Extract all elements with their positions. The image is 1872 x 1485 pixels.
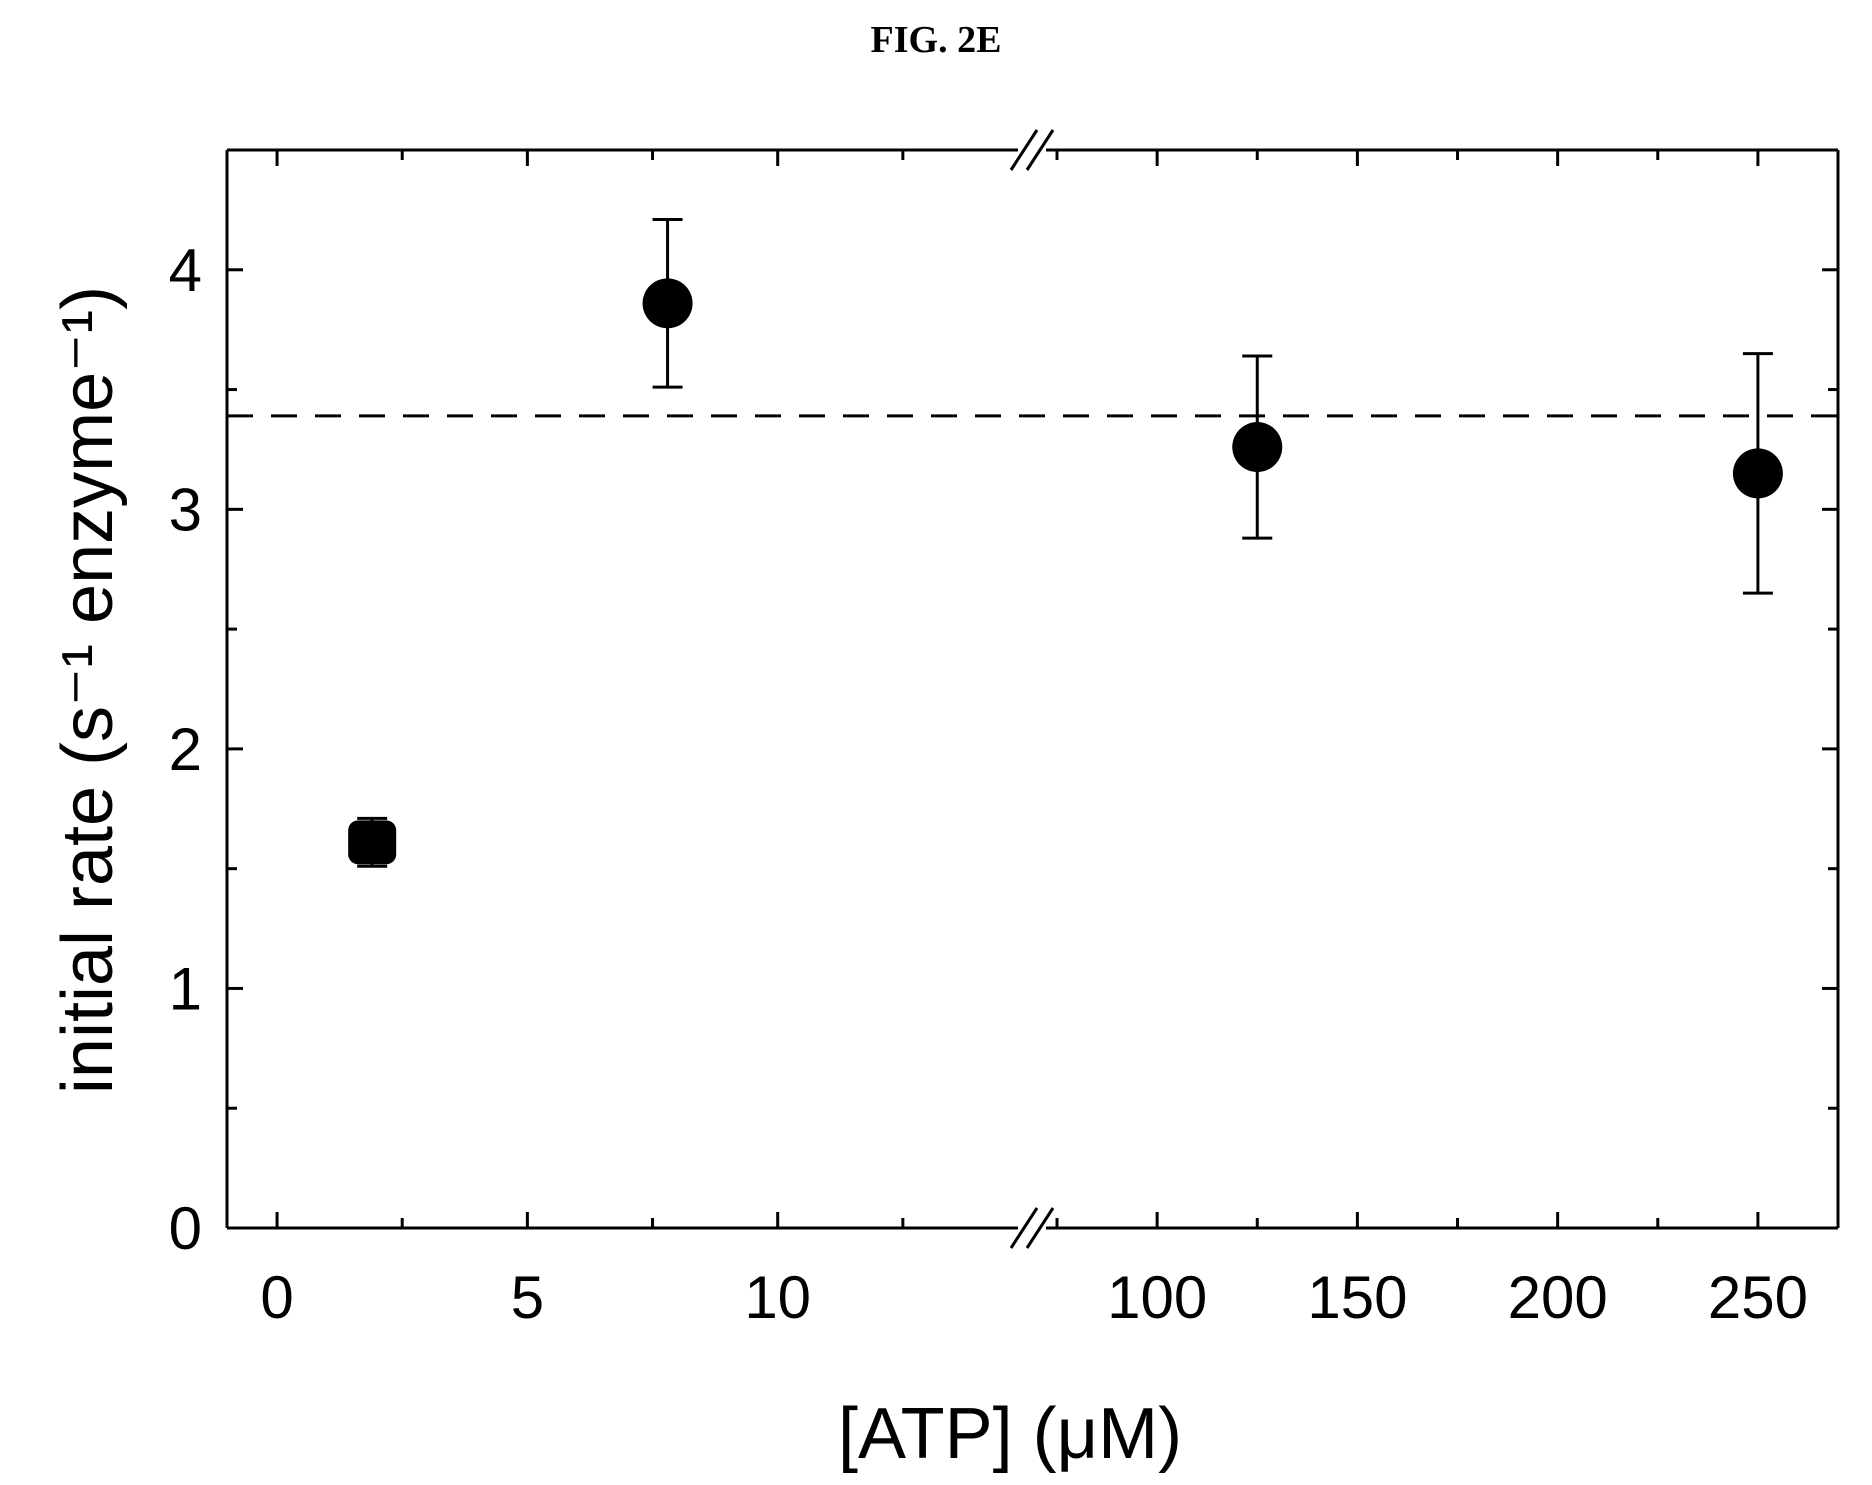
x-tick-label: 250 bbox=[1708, 1264, 1808, 1331]
data-point-2 bbox=[642, 217, 693, 389]
data-point-3 bbox=[1232, 354, 1283, 540]
axis-break-mark-bottom-1 bbox=[1009, 1207, 1039, 1249]
data-marker bbox=[348, 820, 397, 865]
axis-break-mark-top-1 bbox=[1009, 129, 1039, 171]
x-tick-label: 10 bbox=[744, 1264, 811, 1331]
data-marker bbox=[1732, 448, 1783, 499]
x-tick-label: 0 bbox=[260, 1264, 293, 1331]
x-tick-label: 150 bbox=[1307, 1264, 1407, 1331]
x-axis-label: [ATP] (μM) bbox=[838, 1394, 1182, 1474]
y-tick-label: 0 bbox=[169, 1195, 202, 1262]
tick-labels: 0 1 2 3 4 0 5 10 100 150 200 250 bbox=[169, 237, 1808, 1331]
data-point-4 bbox=[1732, 352, 1783, 595]
y-axis-label: initial rate (s⁻¹ enzyme⁻¹) bbox=[48, 286, 128, 1094]
figure-title: FIG. 2E bbox=[870, 19, 1002, 61]
axis-break-mark-bottom-2 bbox=[1025, 1207, 1055, 1249]
axis-break-mark-top-2 bbox=[1025, 129, 1055, 171]
x-tick-label: 5 bbox=[511, 1264, 544, 1331]
y-tick-label: 4 bbox=[169, 237, 202, 304]
data-points bbox=[348, 217, 1783, 868]
data-marker bbox=[642, 278, 693, 329]
x-tick-label: 200 bbox=[1508, 1264, 1608, 1331]
data-point-1 bbox=[348, 816, 397, 868]
data-marker bbox=[1232, 422, 1283, 473]
axis-ticks bbox=[227, 148, 1838, 1230]
y-tick-label: 3 bbox=[169, 476, 202, 543]
y-tick-label: 1 bbox=[169, 955, 202, 1022]
x-tick-label: 100 bbox=[1107, 1264, 1207, 1331]
plot-frame bbox=[225, 129, 1840, 1249]
y-tick-label: 2 bbox=[169, 716, 202, 783]
